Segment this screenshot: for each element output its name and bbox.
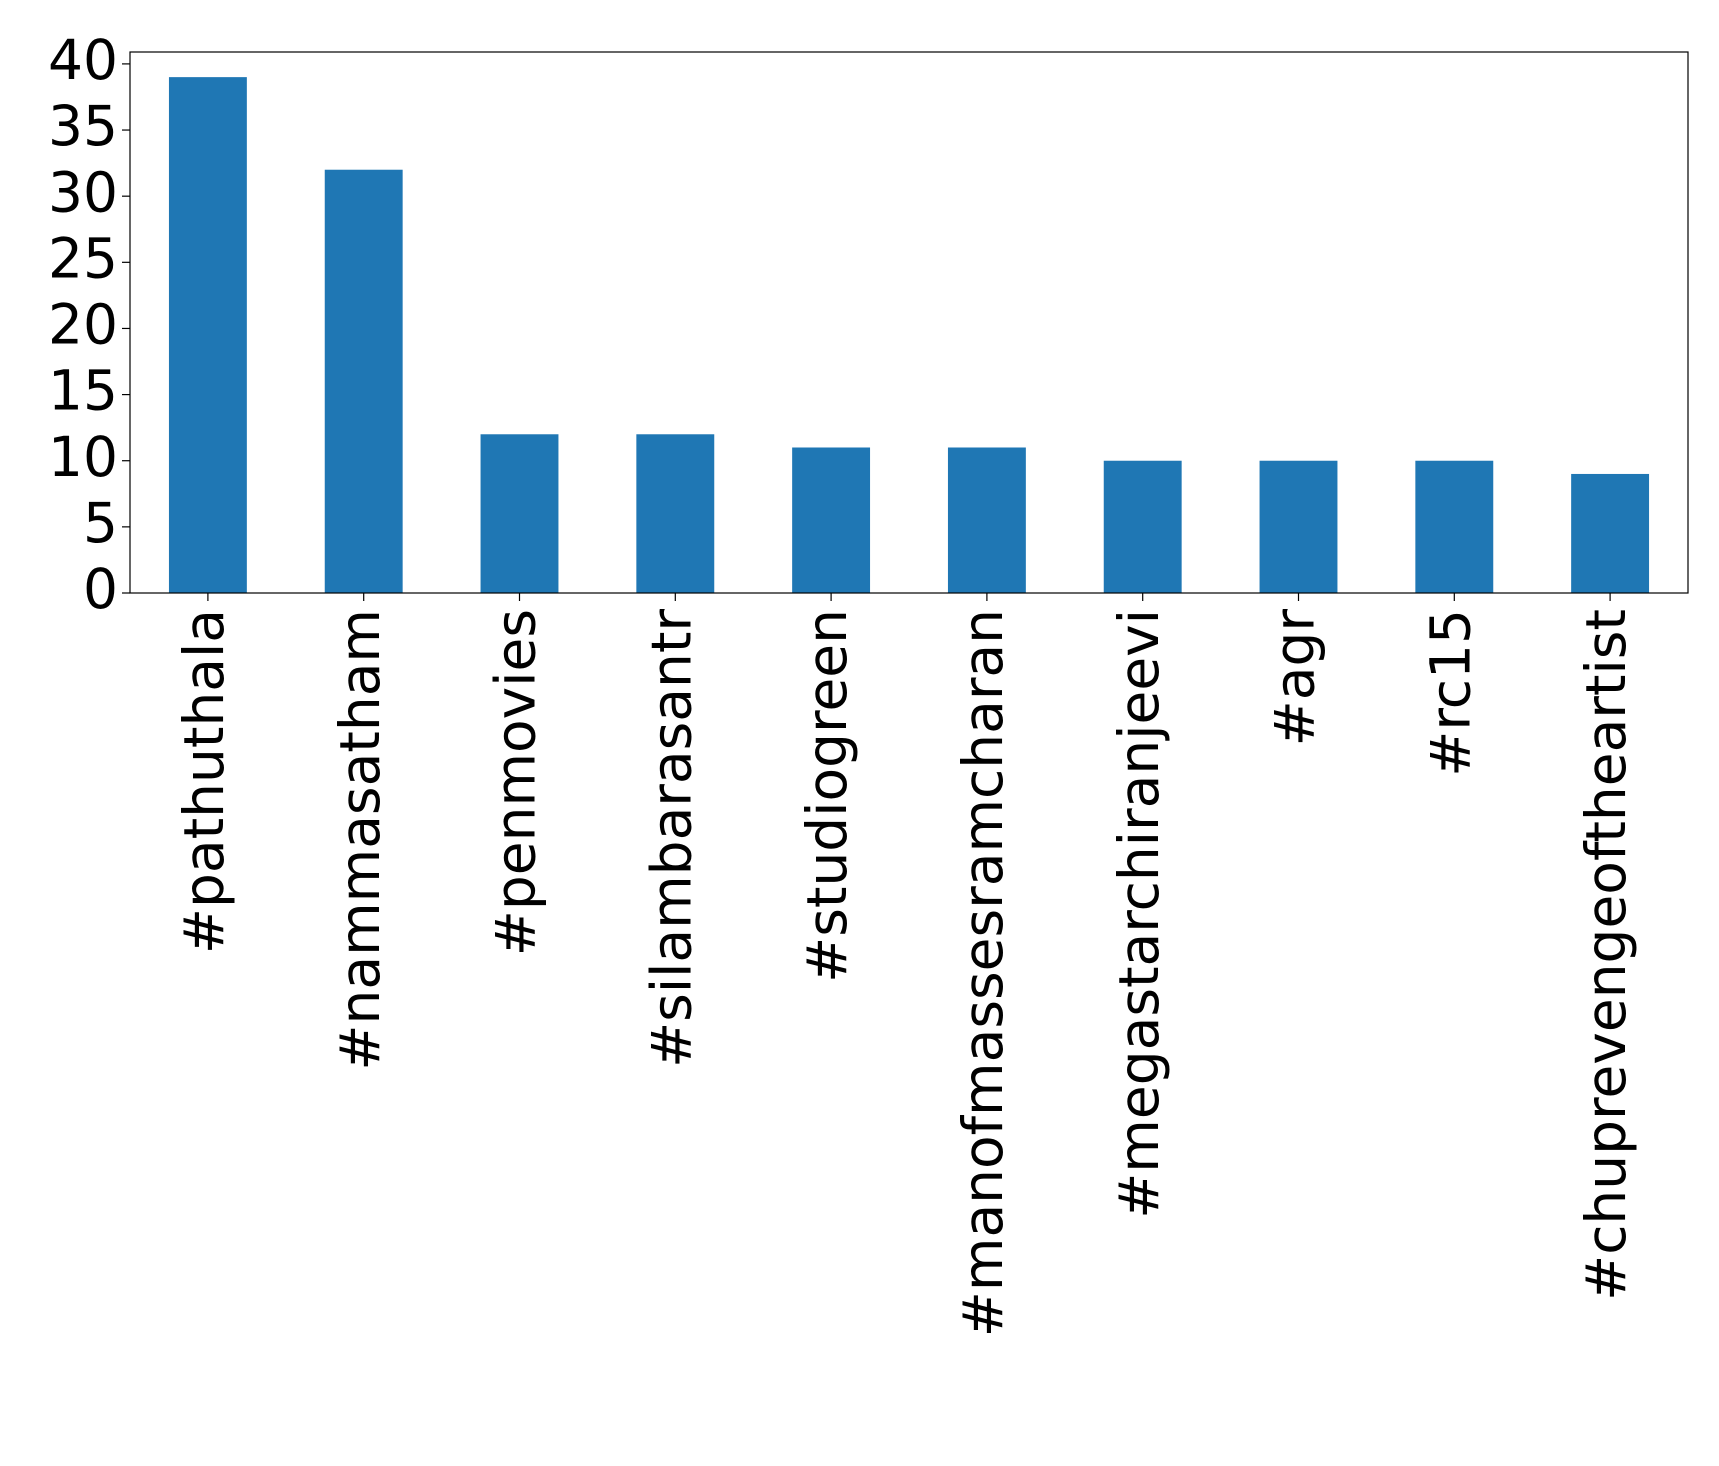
y-tick-label: 5	[83, 491, 118, 555]
x-tick-label: #agr	[1263, 609, 1327, 747]
bar	[480, 434, 559, 593]
bar	[324, 169, 403, 594]
y-tick-label: 15	[48, 359, 118, 423]
x-tick-label: #pathuthala	[172, 609, 236, 954]
bar	[168, 77, 247, 594]
y-tick-label: 30	[48, 160, 118, 224]
y-tick-label: 10	[48, 425, 118, 489]
x-tick-label: #megastarchiranjeevi	[1107, 609, 1171, 1219]
bar	[792, 447, 871, 593]
bar	[1103, 460, 1182, 593]
x-tick-label: #nammasatham	[328, 609, 392, 1071]
bar	[1415, 460, 1494, 593]
y-tick-label: 35	[48, 94, 118, 158]
y-tick-label: 25	[48, 226, 118, 290]
x-tick-label: #silambarasantr	[639, 609, 703, 1068]
x-tick-label: #chuprevengeoftheartist	[1574, 609, 1638, 1301]
x-tick-label: #studiogreen	[795, 609, 859, 983]
y-tick-label: 20	[48, 293, 118, 357]
bar	[1259, 460, 1338, 593]
bar	[636, 434, 715, 593]
plot-frame	[129, 51, 1689, 594]
x-tick-label: #penmovies	[484, 609, 548, 956]
bar	[1571, 473, 1650, 593]
x-tick-label: #manofmassesramcharan	[951, 609, 1015, 1337]
bar	[947, 447, 1026, 593]
x-tick-label: #rc15	[1418, 609, 1482, 777]
y-tick-label: 40	[48, 28, 118, 92]
y-tick-label: 0	[83, 557, 118, 621]
